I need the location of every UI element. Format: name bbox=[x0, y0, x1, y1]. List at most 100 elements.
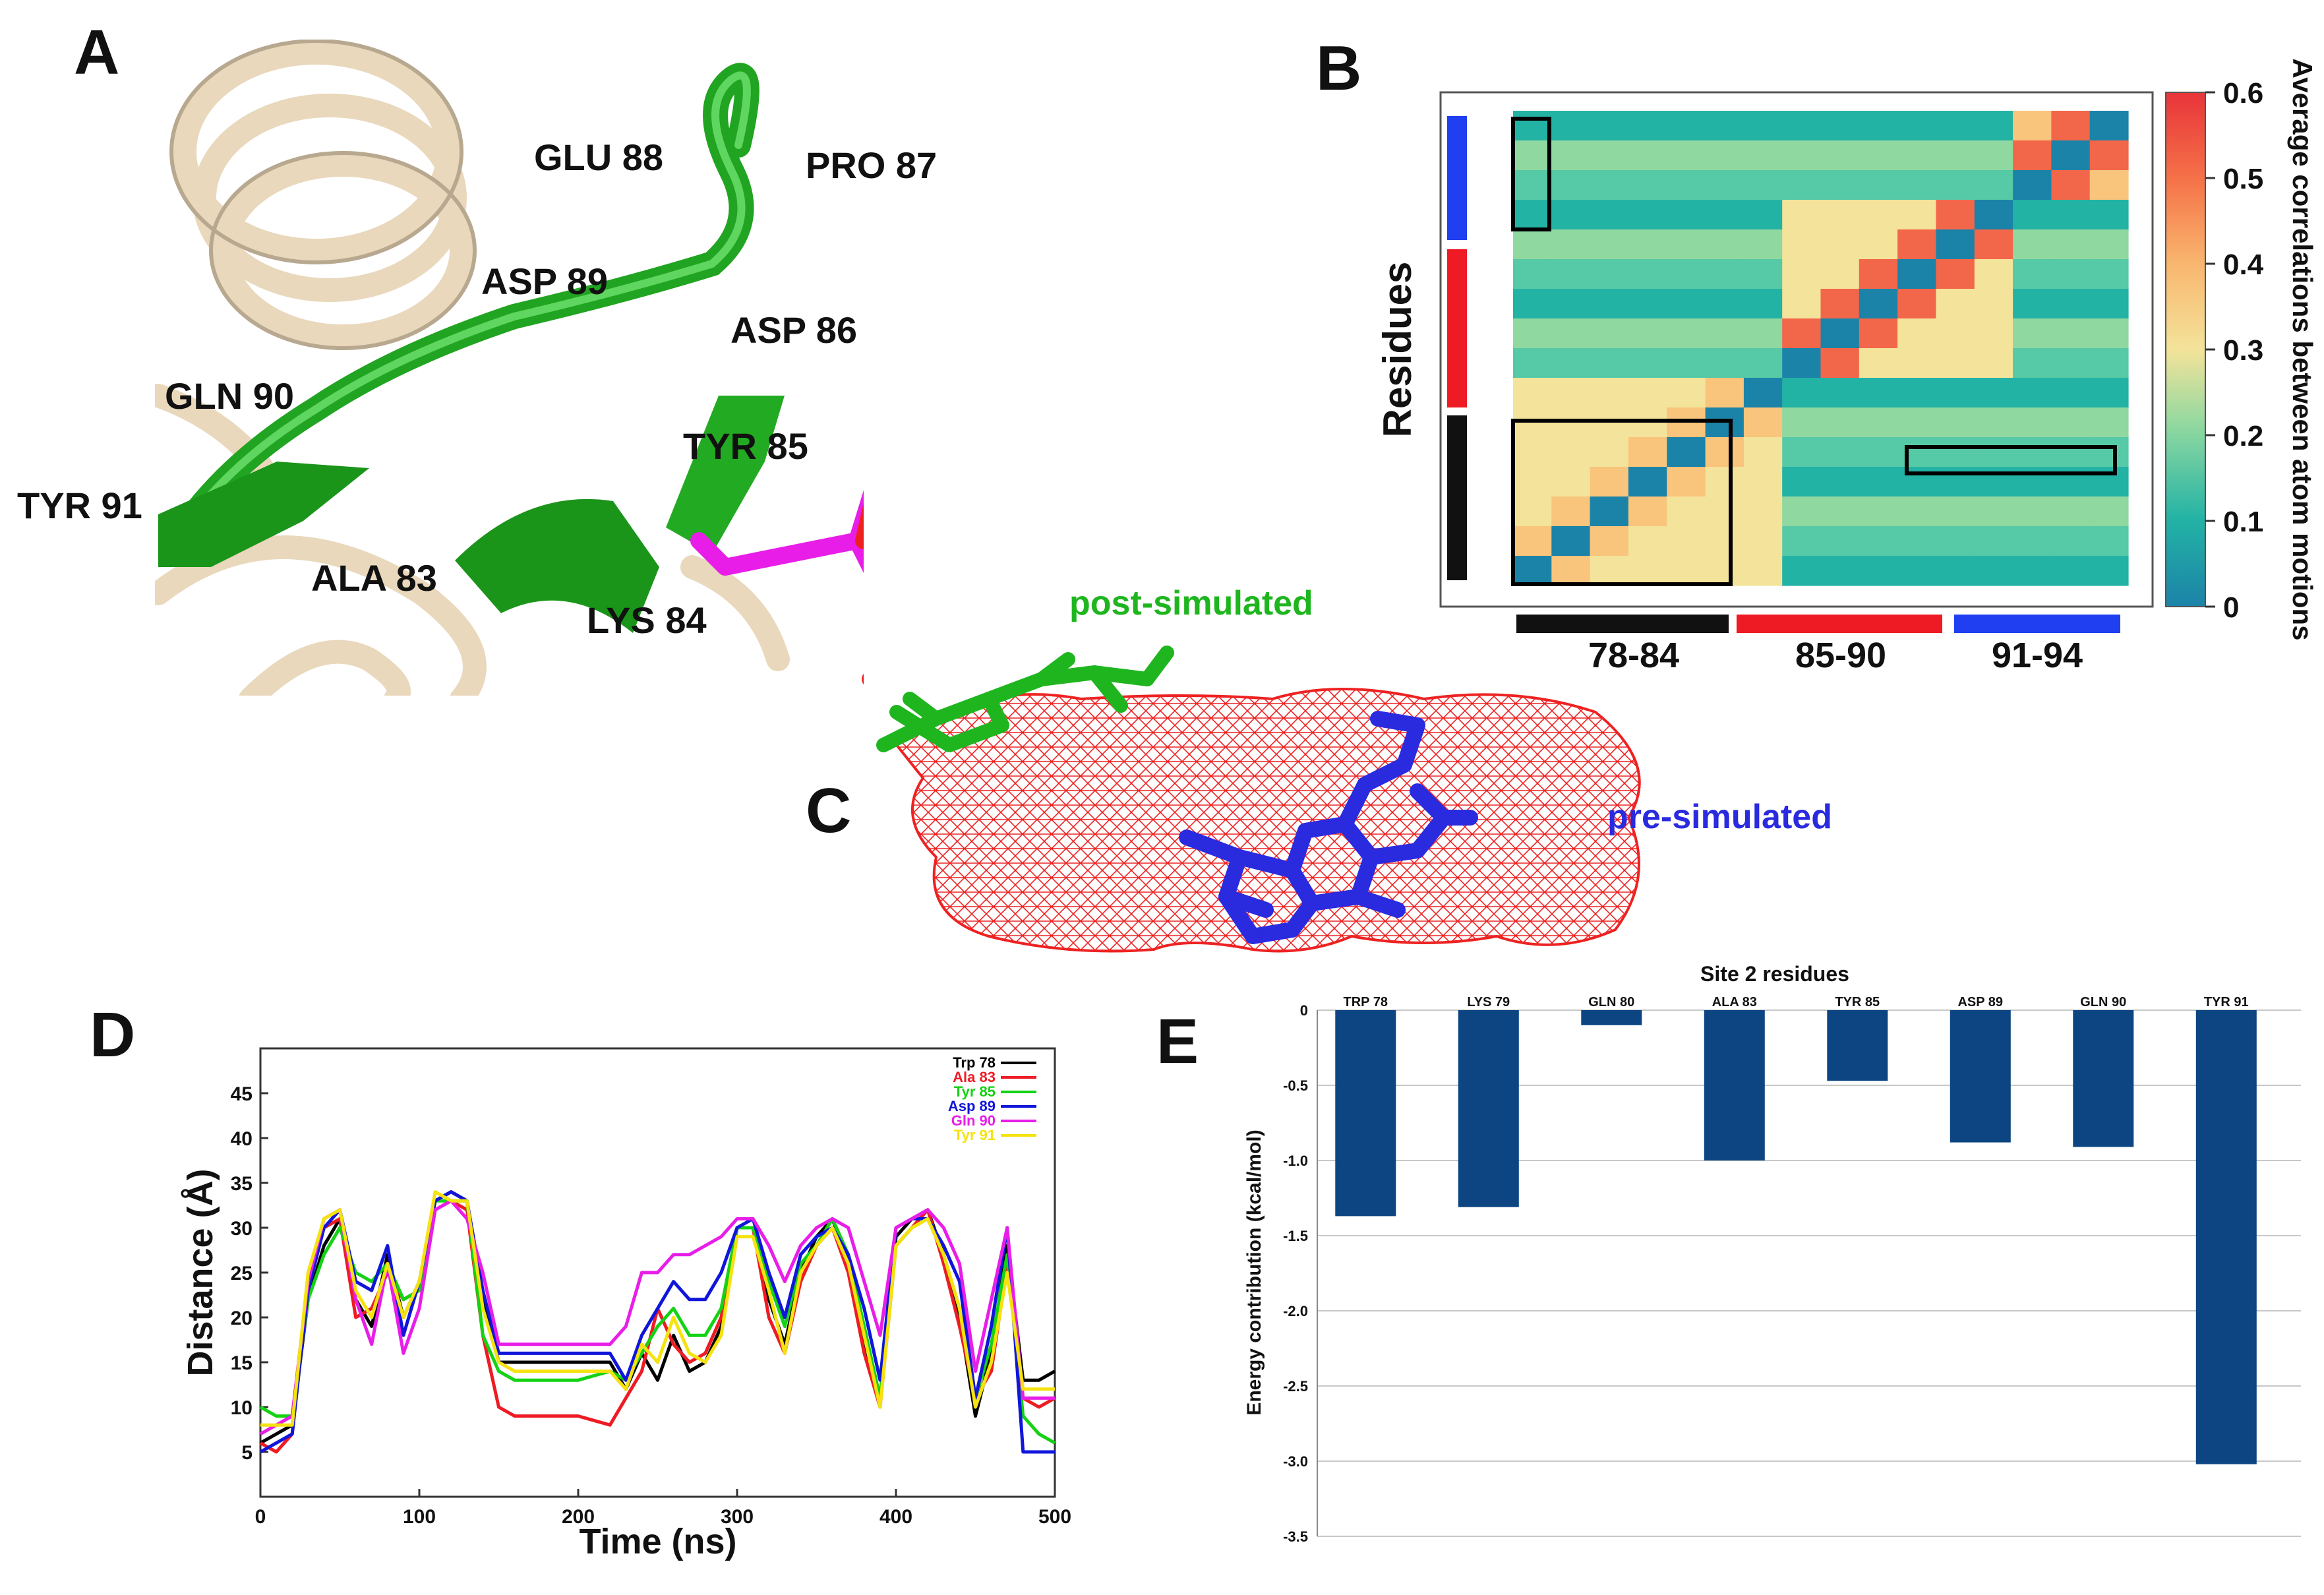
heatmap-cell bbox=[2051, 170, 2091, 200]
heatmap-cell bbox=[1590, 200, 1629, 230]
label-ala-83: ALA 83 bbox=[311, 557, 437, 599]
left-bar-black bbox=[1447, 415, 1467, 580]
heatmap-cell bbox=[1743, 200, 1783, 230]
heatmap-cell bbox=[1820, 140, 1860, 171]
bar-category-label: TRP 78 bbox=[1344, 995, 1388, 1009]
heatmap-cell bbox=[1513, 229, 1552, 260]
heatmap-cell bbox=[2013, 289, 2052, 319]
heatmap-cell bbox=[1820, 407, 1860, 438]
heatmap-cell bbox=[1590, 556, 1629, 586]
left-bar-red bbox=[1447, 249, 1467, 407]
heatmap-cell bbox=[1628, 229, 1667, 260]
label-glu-88: GLU 88 bbox=[534, 136, 663, 178]
e-ytick-label: -1.0 bbox=[1283, 1153, 1308, 1169]
heatmap-cell bbox=[1513, 526, 1552, 557]
heatmap-cell bbox=[1859, 111, 1898, 141]
d-ytick-label: 30 bbox=[231, 1218, 253, 1240]
heatmap-cell bbox=[1936, 467, 1975, 497]
heatmap-cell bbox=[1897, 407, 1936, 438]
heatmap-cell bbox=[1743, 111, 1783, 141]
heatmap-cell bbox=[1590, 348, 1629, 378]
heatmap-cell bbox=[1936, 259, 1975, 289]
heatmap-cell bbox=[1820, 348, 1860, 378]
heatmap-cell bbox=[1667, 229, 1706, 260]
e-ytick-label: 0 bbox=[1300, 1002, 1308, 1019]
legend-label: Tyr 85 bbox=[954, 1083, 996, 1100]
heatmap-cell bbox=[1782, 497, 1822, 527]
heatmap-cell bbox=[1628, 467, 1667, 497]
heatmap-cell bbox=[1974, 259, 2013, 289]
heatmap-cell bbox=[1705, 556, 1744, 586]
legend-label: Ala 83 bbox=[953, 1069, 996, 1085]
heatmap-cell bbox=[1782, 318, 1822, 349]
heatmap-cell bbox=[1705, 259, 1744, 289]
heatmap-cell bbox=[1590, 318, 1629, 349]
heatmap-cell bbox=[1974, 289, 2013, 319]
colorbar-tick-label: 0.6 bbox=[2223, 77, 2263, 109]
heatmap-cell bbox=[1974, 170, 2013, 200]
colorbar-tick-label: 0.3 bbox=[2223, 334, 2263, 367]
post-simulated-label: post-simulated bbox=[1069, 584, 1313, 622]
label-tyr-85: TYR 85 bbox=[683, 425, 808, 467]
heatmap-cell bbox=[1551, 111, 1591, 141]
legend-label: Tyr 91 bbox=[954, 1127, 996, 1143]
heatmap-cell bbox=[1936, 526, 1975, 557]
heatmap-cell bbox=[1820, 111, 1860, 141]
heatmap-cell bbox=[1782, 259, 1822, 289]
bar-gln-90 bbox=[2073, 1010, 2134, 1147]
heatmap-cell bbox=[2051, 259, 2091, 289]
panel-b-correlation-map: B Residues 78-84 85-90 91-94 0.6 0.5 0.4 0.… bbox=[1316, 33, 2318, 675]
heatmap-cell bbox=[1897, 140, 1936, 171]
heatmap-cell bbox=[1859, 259, 1898, 289]
heatmap-cell bbox=[1551, 497, 1591, 527]
label-asp-89: ASP 89 bbox=[481, 260, 608, 302]
heatmap-cell bbox=[2089, 348, 2129, 378]
heatmap-cell bbox=[1667, 467, 1706, 497]
heatmap-cell bbox=[1667, 348, 1706, 378]
heatmap-cell bbox=[1859, 200, 1898, 230]
heatmap-cell bbox=[1820, 259, 1860, 289]
heatmap-cell bbox=[1820, 497, 1860, 527]
e-ytick-label: -2.0 bbox=[1283, 1303, 1308, 1319]
panel-e-energy-chart: E Site 2 residues 0 -0.5 -1.0 -1.5 -2.0 -2.5 -… bbox=[1156, 962, 2301, 1545]
d-ytick-label: 35 bbox=[231, 1173, 253, 1195]
heatmap-cell bbox=[1551, 348, 1591, 378]
heatmap-cell bbox=[1513, 259, 1552, 289]
colorbar-tick-label: 0.5 bbox=[2223, 163, 2263, 195]
bar-gln-80 bbox=[1581, 1010, 1642, 1025]
heatmap-cell bbox=[1705, 200, 1744, 230]
e-ytick-label: -3.5 bbox=[1283, 1528, 1308, 1545]
heatmap-cell bbox=[1590, 378, 1629, 408]
heatmap-cell bbox=[1551, 170, 1591, 200]
heatmap-cell bbox=[1936, 407, 1975, 438]
heatmap-cell bbox=[2089, 378, 2129, 408]
heatmap-cell bbox=[1551, 318, 1591, 349]
heatmap-cell bbox=[1820, 200, 1860, 230]
heatmap-cell bbox=[1859, 140, 1898, 171]
heatmap-cell bbox=[1743, 259, 1783, 289]
heatmap-cell bbox=[1743, 437, 1783, 467]
d-ytick-label: 25 bbox=[231, 1263, 253, 1284]
heatmap-cell bbox=[2051, 467, 2091, 497]
heatmap-cell bbox=[1513, 497, 1552, 527]
heatmap-cell bbox=[1897, 497, 1936, 527]
heatmap-cell bbox=[1590, 111, 1629, 141]
heatmap-cell bbox=[1859, 229, 1898, 260]
heatmap-cell bbox=[1667, 556, 1706, 586]
heatmap-cell bbox=[2089, 200, 2129, 230]
heatmap-cell bbox=[2089, 407, 2129, 438]
heatmap-cell bbox=[1743, 378, 1783, 408]
heatmap-cell bbox=[1513, 111, 1552, 141]
heatmap-cell bbox=[2089, 467, 2129, 497]
d-ytick-label: 15 bbox=[231, 1352, 253, 1374]
bar-asp-89 bbox=[1950, 1010, 2011, 1143]
series-line-asp-89 bbox=[259, 1190, 1055, 1454]
label-tyr-91: TYR 91 bbox=[17, 485, 142, 526]
legend-label: Asp 89 bbox=[948, 1098, 996, 1114]
d-xlabel: Time (ns) bbox=[579, 1522, 736, 1561]
heatmap-cell bbox=[1705, 348, 1744, 378]
e-ytick-label: -3.0 bbox=[1283, 1453, 1308, 1470]
panel-a-label: A bbox=[74, 17, 119, 88]
heatmap-cell bbox=[1551, 229, 1591, 260]
heatmap-cell bbox=[1782, 348, 1822, 378]
